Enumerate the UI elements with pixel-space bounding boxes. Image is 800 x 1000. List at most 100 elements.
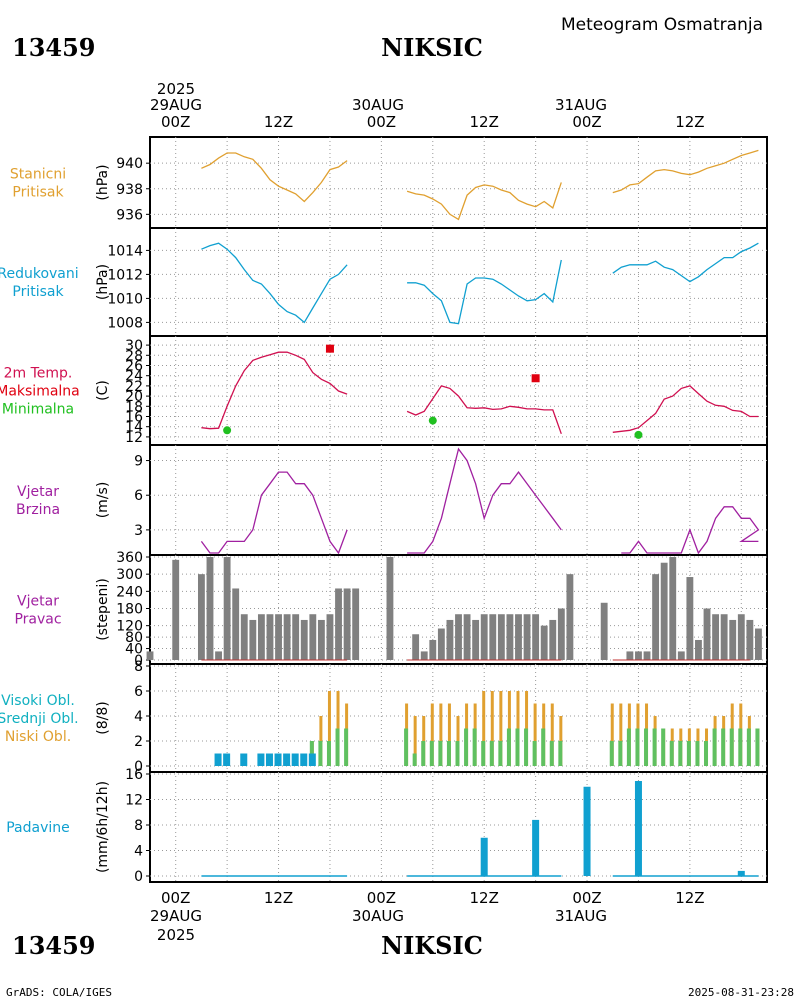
cloud-mid-bar bbox=[455, 741, 460, 766]
top-year-label: 2025 bbox=[157, 80, 195, 98]
top-day1-label: 29AUG bbox=[150, 96, 202, 114]
unit-label-wdir: (stepeni) bbox=[95, 578, 111, 641]
cloud-high-bar bbox=[240, 753, 248, 766]
bottom-hour-label: 12Z bbox=[675, 889, 704, 907]
wind-dir-bar bbox=[317, 619, 325, 660]
wind-dir-bar bbox=[695, 639, 702, 660]
wind-dir-bar bbox=[257, 614, 265, 660]
panel-frame-redp bbox=[149, 227, 768, 337]
cloud-low-bar bbox=[533, 703, 537, 766]
cloud-mid-bar bbox=[472, 728, 477, 766]
cloud-low-bar bbox=[482, 691, 486, 766]
cloud-low-bar bbox=[490, 691, 494, 766]
cloud-mid-bar bbox=[669, 741, 674, 766]
top-day2-label: 30AUG bbox=[352, 96, 404, 114]
cloud-high-bar bbox=[223, 753, 231, 766]
ytick-label-wspd: 9 bbox=[134, 454, 143, 470]
wind-dir-bar bbox=[523, 614, 531, 660]
ytick-label-redp: 1010 bbox=[107, 291, 143, 307]
wind-dir-bar bbox=[746, 619, 754, 660]
temperature-line bbox=[201, 351, 759, 435]
unit-label-precip: (mm/6h/12h) bbox=[95, 781, 111, 873]
ytick-label-temp: 16 bbox=[125, 410, 143, 426]
wind-dir-bar bbox=[386, 557, 394, 660]
ytick-label-wspd: 3 bbox=[134, 523, 143, 539]
cloud-high-bar bbox=[300, 753, 308, 766]
ytick-label-cloud: 2 bbox=[134, 734, 143, 750]
wind-dir-bar bbox=[266, 614, 274, 660]
cloud-mid-bar bbox=[532, 741, 537, 766]
wind-dir-bar bbox=[429, 639, 437, 660]
cloud-mid-bar bbox=[695, 741, 700, 766]
cloud-low-bar bbox=[619, 703, 623, 766]
cloud-mid-bar bbox=[404, 728, 409, 766]
ytick-label-temp: 30 bbox=[125, 338, 143, 354]
precip-bar bbox=[634, 781, 642, 876]
wind-dir-bar bbox=[206, 557, 214, 660]
panel-title-temp: Maksimalna bbox=[0, 384, 80, 400]
ytick-label-precip: 12 bbox=[125, 793, 143, 809]
cloud-high-bar bbox=[257, 753, 265, 766]
bottom-hour-label: 12Z bbox=[470, 889, 499, 907]
ytick-label-cloud: 6 bbox=[134, 684, 143, 700]
cloud-low-bar bbox=[430, 703, 434, 766]
footer-credit: GrADS: COLA/IGES bbox=[6, 986, 112, 999]
ytick-label-wspd: 6 bbox=[134, 488, 143, 504]
wind-dir-bar bbox=[635, 651, 642, 660]
bottom-day2-label: 30AUG bbox=[352, 907, 404, 925]
wind-dir-bar bbox=[600, 602, 608, 660]
panel-title-pres: Pritisak bbox=[12, 185, 64, 201]
ytick-label-temp: 20 bbox=[125, 389, 143, 405]
panel-title-wdir: Vjetar bbox=[17, 594, 59, 610]
cloud-mid-bar bbox=[678, 741, 683, 766]
footer-timestamp: 2025-08-31-23:28 bbox=[688, 986, 794, 999]
wind-dir-bar bbox=[506, 614, 514, 660]
cloud-mid-bar bbox=[618, 741, 623, 766]
ytick-label-pres: 940 bbox=[116, 156, 143, 172]
cloud-mid-bar bbox=[506, 728, 511, 766]
cloud-mid-bar bbox=[421, 741, 426, 766]
cloud-mid-bar bbox=[644, 728, 649, 766]
precip-bar bbox=[532, 819, 540, 876]
cloud-mid-bar bbox=[729, 728, 734, 766]
ytick-label-wdir: 300 bbox=[116, 567, 143, 583]
bottom-hour-label: 12Z bbox=[264, 889, 293, 907]
wind-dir-bar bbox=[197, 574, 205, 660]
cloud-high-bar bbox=[308, 753, 316, 766]
panel-title-precip: Padavine bbox=[6, 820, 70, 836]
wind-dir-bar bbox=[472, 619, 480, 660]
panel-frame-wspd bbox=[149, 444, 768, 556]
wind-dir-bar bbox=[729, 619, 737, 660]
wind-dir-bar bbox=[712, 614, 720, 660]
wind-dir-bar bbox=[437, 628, 445, 660]
ytick-label-wdir: 0 bbox=[134, 653, 143, 669]
station-id-bottom: 13459 bbox=[12, 931, 96, 960]
ytick-label-temp: 14 bbox=[125, 420, 143, 436]
wind-dir-bar bbox=[540, 625, 548, 660]
top-hour-label: 12Z bbox=[675, 113, 704, 131]
cloud-mid-bar bbox=[661, 728, 666, 766]
wind-dir-bar bbox=[532, 614, 540, 660]
wind-dir-bar bbox=[146, 651, 154, 660]
bottom-year-label: 2025 bbox=[157, 926, 195, 944]
ytick-label-cloud: 0 bbox=[134, 759, 143, 775]
meteogram-title: Meteogram Osmatranja bbox=[561, 15, 763, 35]
wind-dir-bar bbox=[326, 614, 334, 660]
panel-title-temp: Minimalna bbox=[2, 402, 74, 418]
cloud-mid-bar bbox=[446, 741, 451, 766]
cloud-low-bar bbox=[550, 703, 554, 766]
cloud-mid-bar bbox=[429, 741, 434, 766]
top-hour-label: 00Z bbox=[367, 113, 396, 131]
reduced-pressure-line bbox=[201, 242, 759, 325]
top-hour-label: 00Z bbox=[161, 113, 190, 131]
cloud-mid-bar bbox=[318, 741, 323, 766]
wind-dir-bar bbox=[669, 557, 677, 660]
cloud-mid-bar bbox=[464, 728, 469, 766]
ytick-label-wdir: 180 bbox=[116, 602, 143, 618]
wind-dir-bar bbox=[232, 588, 240, 660]
top-hour-label: 12Z bbox=[470, 113, 499, 131]
panel-title-cloud: Srednji Obl. bbox=[0, 711, 79, 727]
cloud-high-bar bbox=[265, 753, 273, 766]
cloud-mid-bar bbox=[652, 728, 657, 766]
